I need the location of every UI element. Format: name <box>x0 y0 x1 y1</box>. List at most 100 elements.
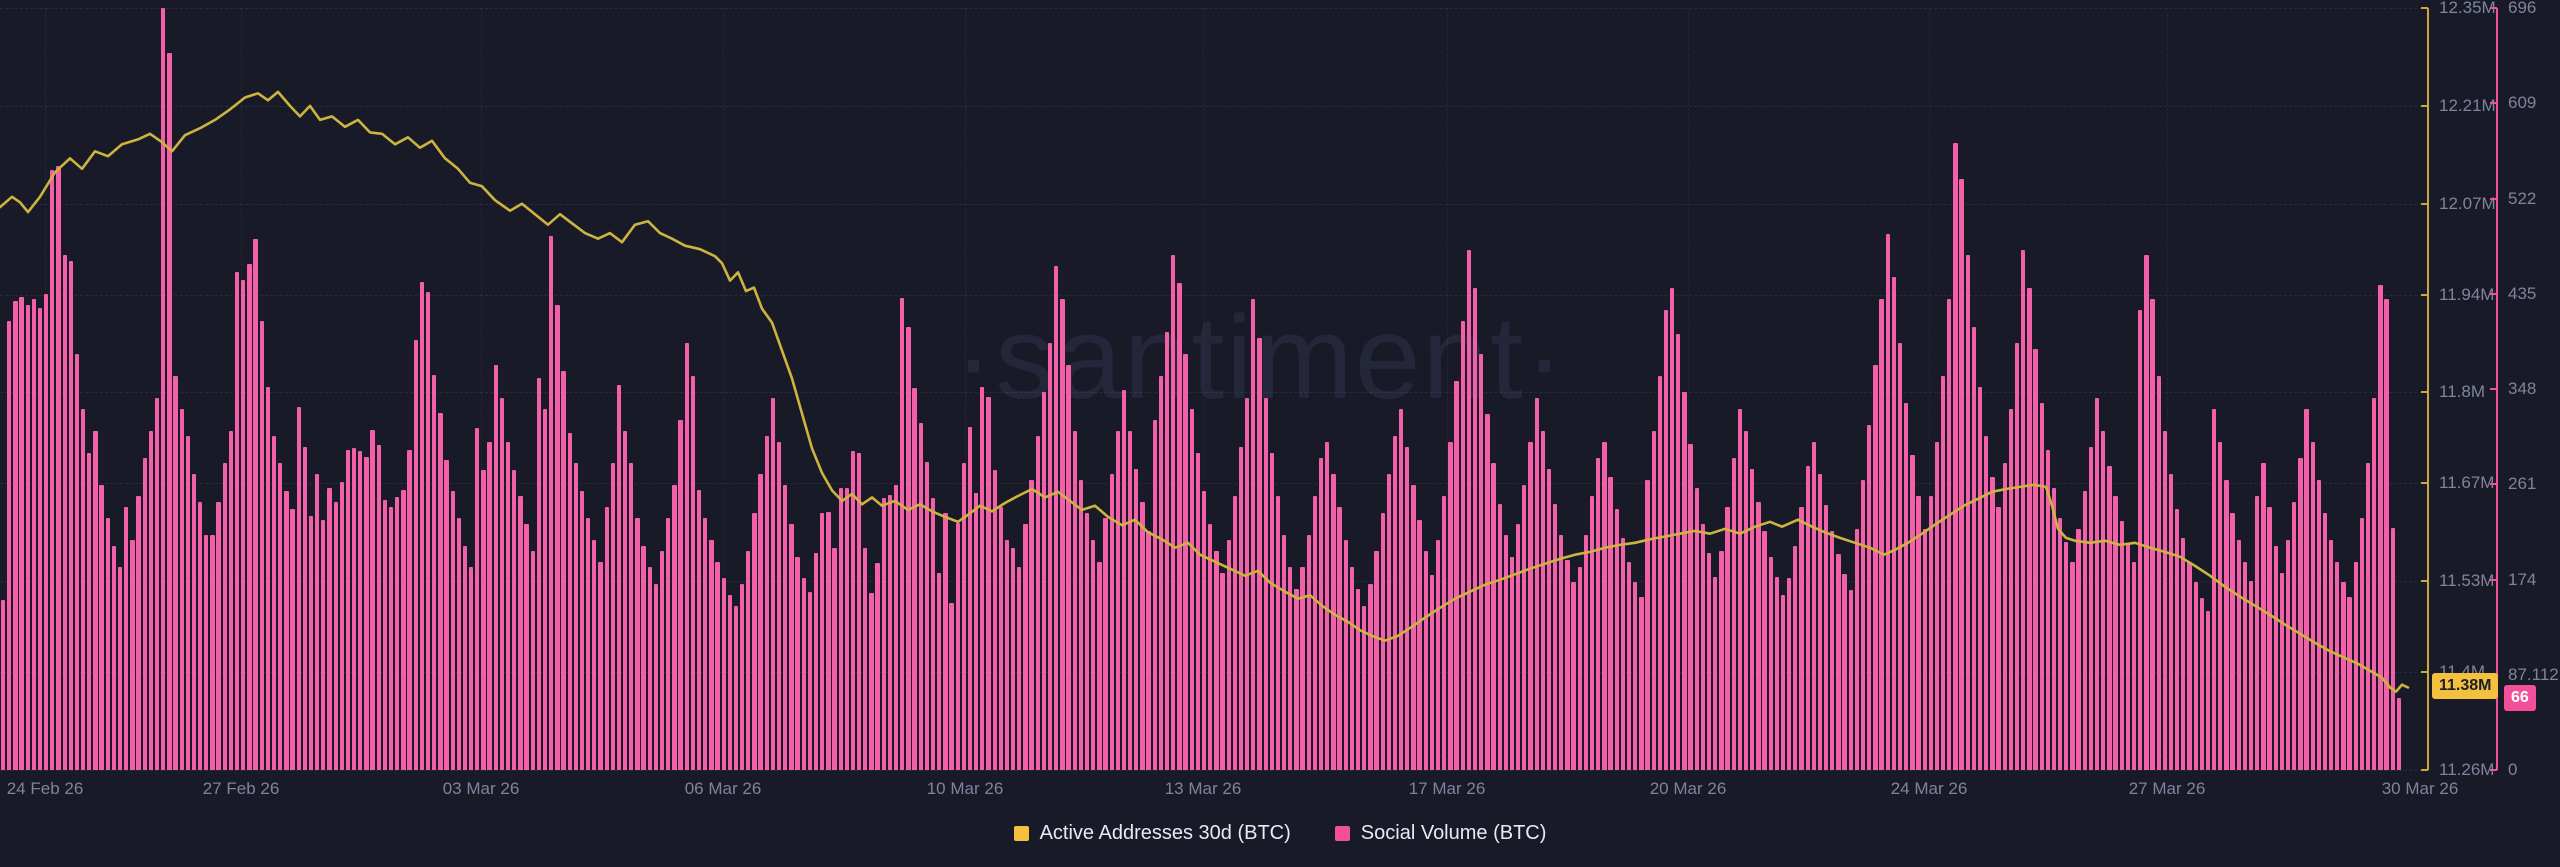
social-volume-bar <box>1910 454 1915 770</box>
social-volume-bar <box>2156 375 2161 770</box>
social-volume-bar <box>1177 282 1182 770</box>
social-volume-bar <box>271 436 277 770</box>
social-volume-bar <box>388 507 394 770</box>
x-tick-label: 17 Mar 26 <box>1408 779 1486 798</box>
social-volume-bar <box>1010 547 1016 770</box>
y-tick-label-left: 12.35M <box>2439 0 2496 17</box>
social-volume-bar <box>1916 496 1921 770</box>
social-volume-bar <box>622 430 628 770</box>
axis-tick-mark <box>2490 769 2497 771</box>
social-volume-bar <box>869 592 874 770</box>
social-volume-bar <box>1830 531 1835 770</box>
y-tick-label-right: 348 <box>2508 379 2537 398</box>
social-volume-bar <box>1836 554 1841 770</box>
social-volume-bar <box>1442 496 1447 770</box>
social-volume-bar <box>980 386 985 770</box>
legend-label-social-volume: Social Volume (BTC) <box>1360 822 1547 844</box>
social-volume-bar <box>2168 474 2174 770</box>
legend-label-active-addresses: Active Addresses 30d (BTC) <box>1039 822 1291 844</box>
social-volume-bar <box>1651 430 1656 770</box>
social-volume-bar <box>1823 505 1829 770</box>
social-volume-bar <box>1811 441 1816 770</box>
social-volume-bar <box>1996 507 2001 770</box>
social-volume-bar <box>228 430 234 770</box>
social-volume-bar <box>136 496 141 770</box>
social-volume-bar <box>44 293 49 770</box>
social-volume-bar <box>142 457 147 770</box>
social-volume-bar <box>2224 479 2229 770</box>
social-volume-bar <box>1214 551 1219 770</box>
social-volume-bar <box>690 375 696 770</box>
social-volume-bar <box>210 534 215 770</box>
social-volume-bar <box>80 408 86 770</box>
social-volume-bar <box>1867 425 1872 770</box>
social-volume-bar <box>1060 299 1065 770</box>
social-volume-bar <box>2347 597 2352 770</box>
chart-canvas[interactable] <box>0 0 2410 770</box>
social-volume-bar <box>0 600 6 770</box>
social-volume-bar <box>776 441 782 770</box>
social-volume-bar <box>1263 397 1268 770</box>
social-volume-bar <box>481 470 486 770</box>
social-volume-bar <box>912 387 917 770</box>
social-volume-bar <box>1306 534 1311 770</box>
social-volume-bar <box>487 441 492 770</box>
axis-tick-mark <box>2421 769 2428 771</box>
social-volume-bar <box>1238 447 1244 770</box>
social-volume-bar <box>1787 578 1792 770</box>
social-volume-bar <box>1466 249 1472 770</box>
social-volume-bar <box>1405 447 1410 770</box>
social-volume-bar <box>604 507 609 770</box>
social-volume-bar <box>2131 561 2137 770</box>
social-volume-bar <box>598 561 603 770</box>
social-volume-bar <box>278 463 283 770</box>
social-volume-bar <box>1737 408 1743 770</box>
social-volume-bar <box>1688 443 1693 770</box>
x-tick-label: 27 Mar 26 <box>2128 779 2206 798</box>
social-volume-bar <box>1460 321 1465 770</box>
x-tick-label: 03 Mar 26 <box>442 779 520 798</box>
social-volume-bar <box>530 551 535 770</box>
social-volume-bar <box>986 396 991 770</box>
social-volume-bar <box>2119 521 2124 770</box>
social-volume-bar <box>1516 523 1521 770</box>
social-volume-bar <box>2039 403 2044 770</box>
social-volume-bar <box>820 512 825 770</box>
social-volume-bar <box>56 165 61 770</box>
social-volume-bar <box>789 523 794 770</box>
x-tick-label: 20 Mar 26 <box>1649 779 1727 798</box>
active-addresses-current-value-badge: 11.38M <box>2432 673 2499 700</box>
social-volume-bar <box>31 299 36 770</box>
social-volume-bar <box>1731 457 1736 770</box>
social-volume-bar <box>1226 540 1231 770</box>
social-volume-bar <box>241 279 246 770</box>
social-volume-bar <box>2255 496 2260 770</box>
social-volume-bar <box>703 518 708 770</box>
legend-item-active-addresses[interactable]: Active Addresses 30d (BTC) <box>1013 822 1291 845</box>
social-volume-bar <box>2211 408 2217 770</box>
legend-item-social-volume[interactable]: Social Volume (BTC) <box>1334 822 1547 845</box>
axis-tick-mark <box>2421 104 2428 107</box>
social-volume-bar <box>536 378 542 770</box>
social-volume-bar <box>1312 496 1318 770</box>
social-volume-bar <box>561 371 566 770</box>
social-volume-bar <box>542 408 548 770</box>
social-volume-bar <box>1934 441 1940 770</box>
social-volume-bar <box>2316 479 2321 770</box>
axis-tick-mark <box>2421 293 2428 296</box>
social-volume-bar <box>2273 545 2278 770</box>
social-volume-bar <box>1257 337 1262 770</box>
social-volume-bar <box>850 451 856 770</box>
social-volume-bar <box>179 408 184 770</box>
social-volume-bar <box>2014 343 2020 770</box>
social-volume-bar <box>949 602 954 770</box>
social-volume-bar <box>1713 577 1718 770</box>
social-volume-bar <box>425 291 431 770</box>
x-tick-label: 10 Mar 26 <box>926 779 1004 798</box>
social-volume-bar <box>1805 465 1810 770</box>
social-volume-bar <box>234 271 240 770</box>
social-volume-bar <box>752 512 757 770</box>
social-volume-bar <box>2021 249 2026 770</box>
social-volume-bar <box>1522 485 1527 770</box>
y-tick-label-right: 609 <box>2508 93 2537 113</box>
